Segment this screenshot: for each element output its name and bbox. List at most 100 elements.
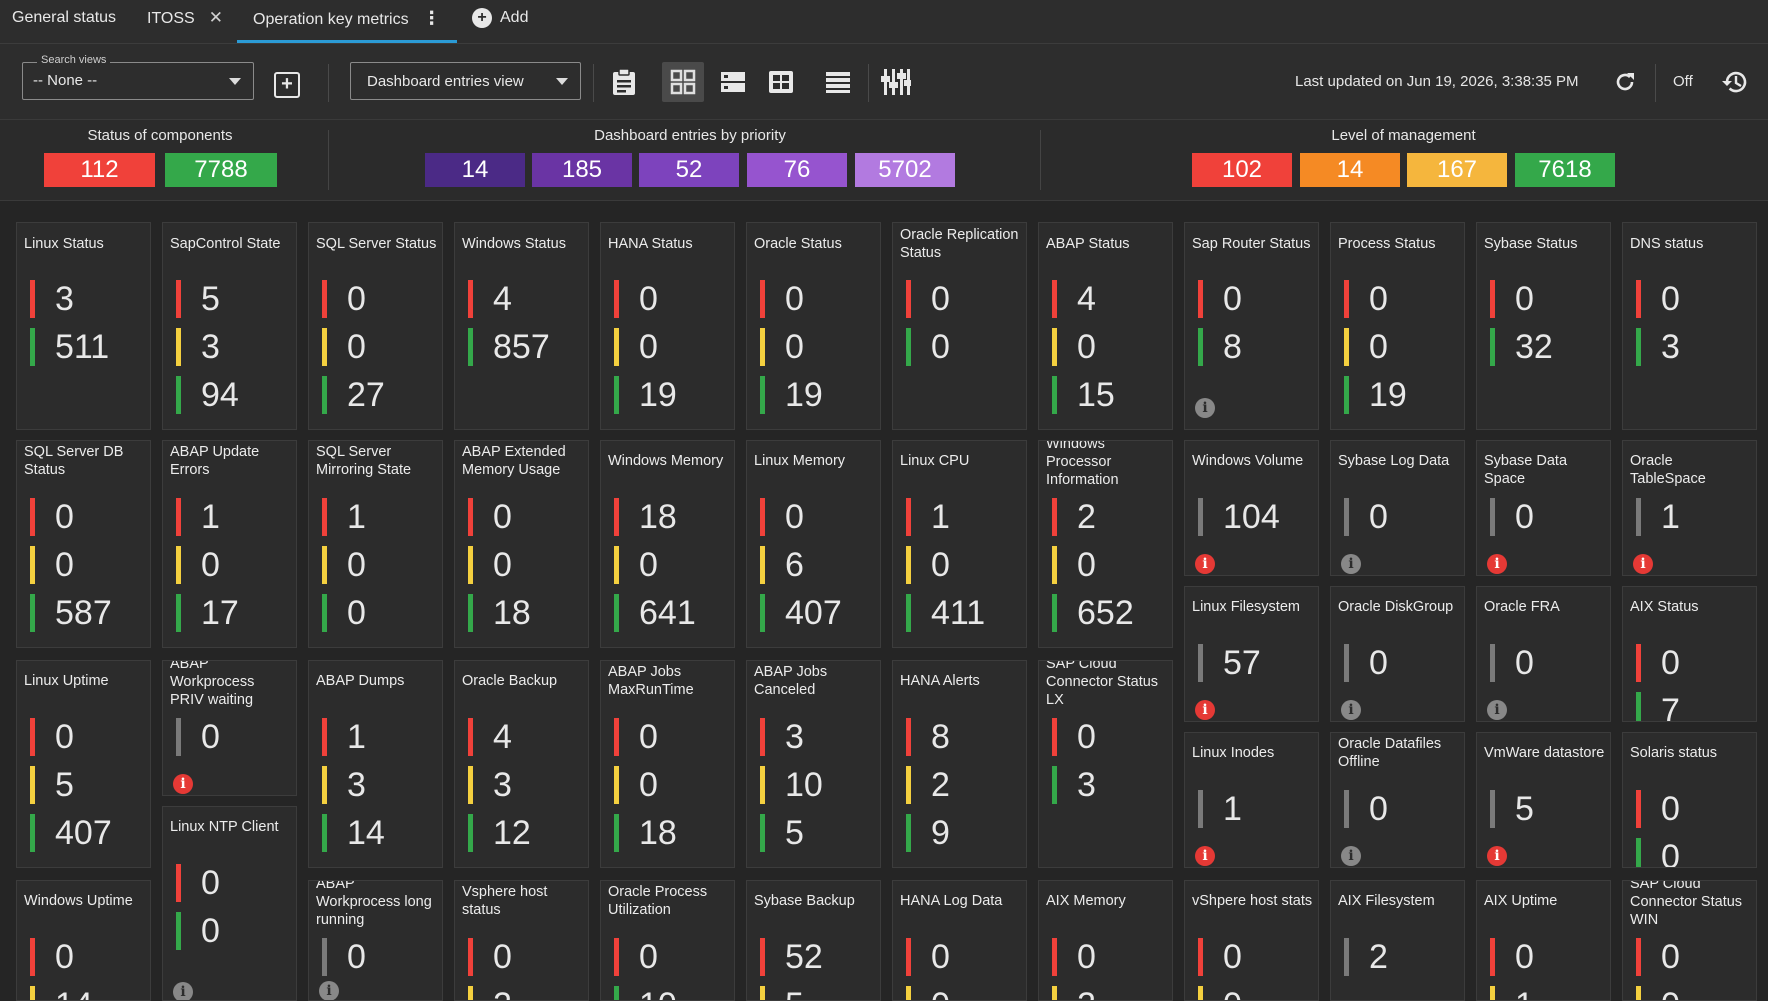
tile-sap-router-status[interactable]: Sap Router Status 0 8 i (1184, 222, 1319, 430)
tile-linux-ntp-client[interactable]: Linux NTP Client 0 0 i (162, 806, 297, 1001)
tile-abap-update-errors[interactable]: ABAP Update Errors 1 0 17 (162, 440, 297, 648)
tile-sap-cloud-connector-status-lx[interactable]: SAP Cloud Connector Status LX 0 3 (1038, 660, 1173, 868)
alert-info-icon[interactable]: i (1487, 846, 1507, 866)
alert-info-icon[interactable]: i (1195, 700, 1215, 720)
tile-abap-dumps[interactable]: ABAP Dumps 1 3 14 (308, 660, 443, 868)
tile-oracle-tablespace[interactable]: Oracle TableSpace 1 i (1622, 440, 1757, 576)
tile-aix-memory[interactable]: AIX Memory 0 2 (1038, 880, 1173, 1001)
add-tab-button[interactable]: + Add (472, 6, 528, 34)
tile-abap-status[interactable]: ABAP Status 4 0 15 (1038, 222, 1173, 430)
tile-oracle-fra[interactable]: Oracle FRA 0 i (1476, 586, 1611, 722)
tile-windows-volume[interactable]: Windows Volume 104 i (1184, 440, 1319, 576)
clipboard-icon[interactable] (607, 66, 641, 98)
tile-vmware-datastore[interactable]: VmWare datastore 5 i (1476, 732, 1611, 868)
tab-general-status[interactable]: General status (12, 0, 116, 40)
tile-linux-cpu[interactable]: Linux CPU 1 0 411 (892, 440, 1027, 648)
info-icon[interactable]: i (1341, 846, 1361, 866)
auto-refresh-status[interactable]: Off (1673, 73, 1693, 90)
refresh-icon[interactable] (1608, 66, 1642, 98)
add-view-button[interactable]: + (274, 72, 300, 98)
tile-windows-status[interactable]: Windows Status 4 857 (454, 222, 589, 430)
tile-hana-log-data[interactable]: HANA Log Data 0 0 (892, 880, 1027, 1001)
tile-sybase-data-space[interactable]: Sybase Data Space 0 i (1476, 440, 1611, 576)
tile-view-icon[interactable] (764, 66, 798, 98)
tile-windows-processor-information[interactable]: Windows Processor Information 2 0 652 (1038, 440, 1173, 648)
info-icon[interactable]: i (173, 982, 193, 1000)
tile-aix-status[interactable]: AIX Status 0 7 (1622, 586, 1757, 722)
tile-oracle-replication-status[interactable]: Oracle Replication Status 0 0 (892, 222, 1027, 430)
tile-solaris-status[interactable]: Solaris status 0 0 (1622, 732, 1757, 868)
tile-oracle-backup[interactable]: Oracle Backup 4 3 12 (454, 660, 589, 868)
tile-linux-status[interactable]: Linux Status 3 511 (16, 222, 151, 430)
tile-hana-alerts[interactable]: HANA Alerts 8 2 9 (892, 660, 1027, 868)
info-icon[interactable]: i (1195, 398, 1215, 418)
storage-view-icon[interactable] (716, 66, 750, 98)
dashboard-entries-view-select[interactable]: Dashboard entries view (350, 62, 581, 100)
tile-abap-workprocess-priv-waiting[interactable]: ABAP Workprocess PRIV waiting 0 i (162, 660, 297, 796)
status-ok-count[interactable]: 7788 (165, 153, 277, 187)
alert-info-icon[interactable]: i (1633, 554, 1653, 574)
tile-abap-workprocess-long-running[interactable]: ABAP Workprocess long running 0 i (308, 880, 443, 1001)
tile-dns-status[interactable]: DNS status 0 3 (1622, 222, 1757, 430)
tile-oracle-datafiles-offline[interactable]: Oracle Datafiles Offline 0 i (1330, 732, 1465, 868)
tile-title: Linux Status (24, 236, 104, 252)
more-vert-icon[interactable]: ⋮ (422, 8, 441, 28)
tile-sybase-backup[interactable]: Sybase Backup 52 5 (746, 880, 881, 1001)
severity-bar-red (30, 718, 35, 756)
tile-oracle-process-utilization[interactable]: Oracle Process Utilization 0 10 (600, 880, 735, 1001)
tile-sap-cloud-connector-status-win[interactable]: SAP Cloud Connector Status WIN 0 0 (1622, 880, 1757, 1001)
filter-settings-icon[interactable] (879, 66, 913, 98)
priority-3-count[interactable]: 52 (639, 153, 739, 187)
tile-abap-extended-memory-usage[interactable]: ABAP Extended Memory Usage 0 0 18 (454, 440, 589, 648)
alert-info-icon[interactable]: i (173, 774, 193, 794)
priority-2-count[interactable]: 185 (532, 153, 632, 187)
severity-bar-yellow (1052, 328, 1057, 366)
management-ok-count[interactable]: 7618 (1515, 153, 1615, 187)
tile-windows-uptime[interactable]: Windows Uptime 0 14 (16, 880, 151, 1001)
tile-sybase-log-data[interactable]: Sybase Log Data 0 i (1330, 440, 1465, 576)
info-icon[interactable]: i (1341, 554, 1361, 574)
status-critical-count[interactable]: 112 (44, 153, 155, 187)
tab-label: ITOSS (147, 10, 195, 27)
tile-sql-server-status[interactable]: SQL Server Status 0 0 27 (308, 222, 443, 430)
info-icon[interactable]: i (1341, 700, 1361, 720)
priority-1-count[interactable]: 14 (425, 153, 525, 187)
search-views-select[interactable]: Search views -- None -- (22, 54, 254, 100)
history-icon[interactable] (1718, 66, 1752, 98)
info-icon[interactable]: i (319, 981, 339, 1000)
close-icon[interactable]: ✕ (208, 8, 223, 27)
tile-vsphere-host-status[interactable]: Vsphere host status 0 2 (454, 880, 589, 1001)
management-minor-count[interactable]: 167 (1407, 153, 1507, 187)
tile-sybase-status[interactable]: Sybase Status 0 32 (1476, 222, 1611, 430)
tile-sql-server-db-status[interactable]: SQL Server DB Status 0 0 587 (16, 440, 151, 648)
tile-linux-memory[interactable]: Linux Memory 0 6 407 (746, 440, 881, 648)
tile-aix-filesystem[interactable]: AIX Filesystem 2 (1330, 880, 1465, 1001)
tile-oracle-diskgroup[interactable]: Oracle DiskGroup 0 i (1330, 586, 1465, 722)
tile-windows-memory[interactable]: Windows Memory 18 0 641 (600, 440, 735, 648)
tile-hana-status[interactable]: HANA Status 0 0 19 (600, 222, 735, 430)
management-major-count[interactable]: 14 (1300, 153, 1400, 187)
list-view-icon[interactable] (821, 66, 855, 98)
tile-linux-inodes[interactable]: Linux Inodes 1 i (1184, 732, 1319, 868)
metric-value: 0 (931, 986, 950, 1000)
tile-oracle-status[interactable]: Oracle Status 0 0 19 (746, 222, 881, 430)
grid-view-icon[interactable] (662, 62, 704, 102)
priority-5-count[interactable]: 5702 (855, 153, 955, 187)
tile-process-status[interactable]: Process Status 0 0 19 (1330, 222, 1465, 430)
alert-info-icon[interactable]: i (1195, 846, 1215, 866)
tile-linux-filesystem[interactable]: Linux Filesystem 57 i (1184, 586, 1319, 722)
priority-4-count[interactable]: 76 (747, 153, 847, 187)
tile-sapcontrol-state[interactable]: SapControl State 5 3 94 (162, 222, 297, 430)
tile-abap-jobs-canceled[interactable]: ABAP Jobs Canceled 3 10 5 (746, 660, 881, 868)
tile-vshpere-host-stats[interactable]: vShpere host stats 0 0 (1184, 880, 1319, 1001)
tile-sql-server-mirroring-state[interactable]: SQL Server Mirroring State 1 0 0 (308, 440, 443, 648)
tile-abap-jobs-maxruntime[interactable]: ABAP Jobs MaxRunTime 0 0 18 (600, 660, 735, 868)
management-critical-count[interactable]: 102 (1192, 153, 1292, 187)
tile-aix-uptime[interactable]: AIX Uptime 0 1 (1476, 880, 1611, 1001)
tab-operation-key-metrics[interactable]: Operation key metrics ⋮ (237, 0, 457, 43)
alert-info-icon[interactable]: i (1487, 554, 1507, 574)
tile-linux-uptime[interactable]: Linux Uptime 0 5 407 (16, 660, 151, 868)
alert-info-icon[interactable]: i (1195, 554, 1215, 574)
info-icon[interactable]: i (1487, 700, 1507, 720)
tab-itoss[interactable]: ITOSS ✕ (147, 0, 223, 40)
